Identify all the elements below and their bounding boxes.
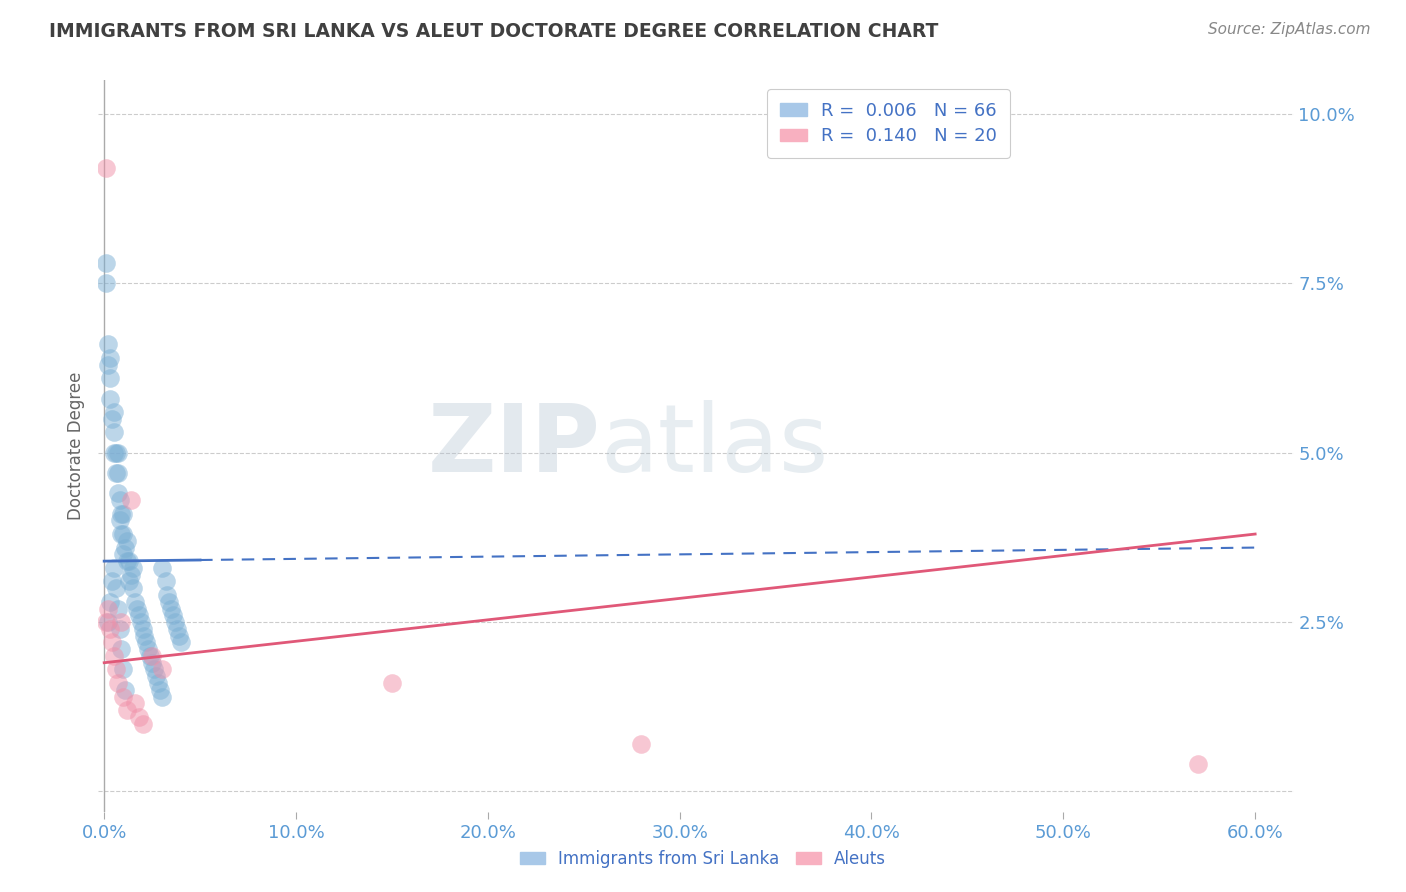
Point [104,466,127,480]
Point [122,581,145,595]
Point [103,446,125,460]
Point [101,412,124,426]
Point [107,601,129,615]
Point [97,337,120,351]
Point [107,446,129,460]
Point [104,663,127,677]
Point [101,574,124,589]
Point [120,493,142,508]
Text: ZIP: ZIP [427,400,600,492]
Legend: Immigrants from Sri Lanka, Aleuts: Immigrants from Sri Lanka, Aleuts [513,844,893,875]
Y-axis label: Doctorate Degree: Doctorate Degree [66,372,84,520]
Point [115,703,138,717]
Point [103,405,125,419]
Point [98,371,121,385]
Point [98,392,121,406]
Point [98,351,121,365]
Point [141,656,163,670]
Point [115,533,138,548]
Point [129,615,152,629]
Point [101,635,124,649]
Point [110,507,132,521]
Point [108,493,131,508]
Point [94,615,117,629]
Point [115,554,138,568]
Point [107,466,129,480]
Point [157,595,180,609]
Point [125,601,148,615]
Point [122,561,145,575]
Point [112,663,135,677]
Point [150,690,173,704]
Point [160,601,183,615]
Point [150,561,173,575]
Text: IMMIGRANTS FROM SRI LANKA VS ALEUT DOCTORATE DEGREE CORRELATION CHART: IMMIGRANTS FROM SRI LANKA VS ALEUT DOCTO… [49,22,939,41]
Point [156,588,179,602]
Point [94,277,117,291]
Point [630,737,652,751]
Point [108,514,131,528]
Point [149,682,172,697]
Point [1187,757,1209,772]
Point [97,615,120,629]
Point [97,601,120,615]
Point [98,595,121,609]
Point [131,716,153,731]
Point [120,567,142,582]
Point [110,615,132,629]
Point [124,697,146,711]
Point [143,663,166,677]
Text: atlas: atlas [600,400,828,492]
Legend: R =  0.006   N = 66, R =  0.140   N = 20: R = 0.006 N = 66, R = 0.140 N = 20 [766,89,1010,158]
Point [97,358,120,372]
Point [112,527,135,541]
Point [114,541,136,555]
Point [145,669,167,683]
Text: Source: ZipAtlas.com: Source: ZipAtlas.com [1208,22,1371,37]
Point [136,642,159,657]
Point [110,642,132,657]
Point [110,527,132,541]
Point [107,676,129,690]
Point [98,622,121,636]
Point [112,547,135,561]
Point [104,581,127,595]
Point [166,622,188,636]
Point [381,676,404,690]
Point [146,676,169,690]
Point [124,595,146,609]
Point [170,635,193,649]
Point [114,682,136,697]
Point [150,663,173,677]
Point [104,446,127,460]
Point [128,608,150,623]
Point [131,622,153,636]
Point [139,648,162,663]
Point [162,608,184,623]
Point [112,690,135,704]
Point [94,161,117,176]
Point [134,629,156,643]
Point [94,256,117,270]
Point [135,635,157,649]
Point [112,507,135,521]
Point [165,615,187,629]
Point [108,622,131,636]
Point [155,574,177,589]
Point [103,561,125,575]
Point [107,486,129,500]
Point [128,710,150,724]
Point [118,574,141,589]
Point [103,648,125,663]
Point [167,629,190,643]
Point [141,648,163,663]
Point [103,425,125,440]
Point [118,554,141,568]
